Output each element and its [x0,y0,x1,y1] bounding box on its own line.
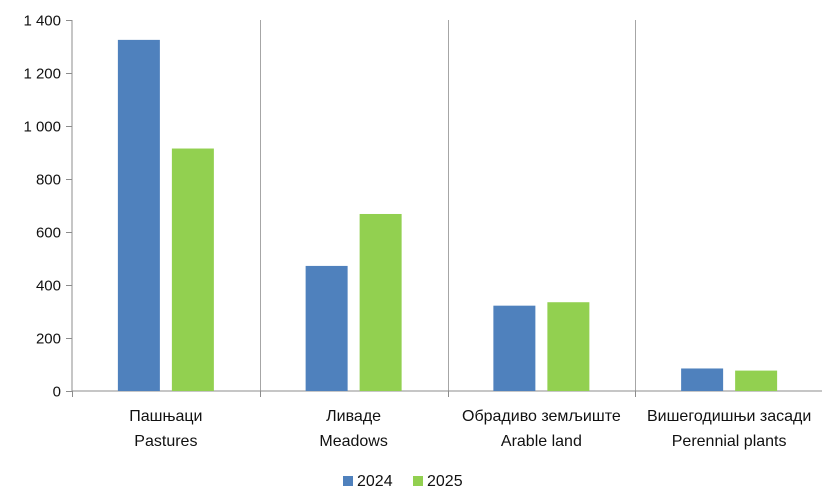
x-category-label-en: Pastures [134,433,197,450]
chart-bars [117,39,778,391]
x-category-label-en: Perennial plants [672,433,787,450]
x-category-label: Пашњаци [129,408,202,425]
y-tick-label: 600 [36,225,61,242]
chart-legend: 2024 2025 [343,473,463,490]
y-tick-label: 1 000 [23,119,61,136]
y-tick-label: 400 [36,278,61,295]
x-category-label: Вишегодишњи засади [647,408,811,425]
y-axis-ticks: 0 200 400 600 800 1 000 1 200 1 400 [23,13,72,401]
legend-swatch-2025 [413,476,423,486]
x-category-label: Обрадиво земљиште [462,408,621,425]
bar-2024 [117,39,160,391]
bar-2024 [305,265,348,391]
y-tick-label: 800 [36,172,61,189]
chart-gridlines [260,20,636,391]
legend-swatch-2024 [343,476,353,486]
bar-2024 [493,305,536,391]
bar-2025 [735,370,778,391]
legend-label-2025: 2025 [427,473,463,490]
y-tick-label: 1 200 [23,66,61,83]
bar-2025 [547,302,590,391]
y-tick-label: 200 [36,331,61,348]
bar-2025 [171,148,214,391]
bar-2024 [681,368,724,391]
bar-2025 [359,213,402,391]
x-category-label-en: Arable land [501,433,582,450]
y-tick-label: 1 400 [23,13,61,30]
x-category-label-en: Meadows [319,433,387,450]
y-tick-label: 0 [53,384,61,401]
legend-label-2024: 2024 [357,473,393,490]
x-category-label: Ливаде [326,408,381,425]
x-axis-category-labels: Пашњаци Pastures Ливаде Meadows Обрадиво зем… [129,408,811,450]
